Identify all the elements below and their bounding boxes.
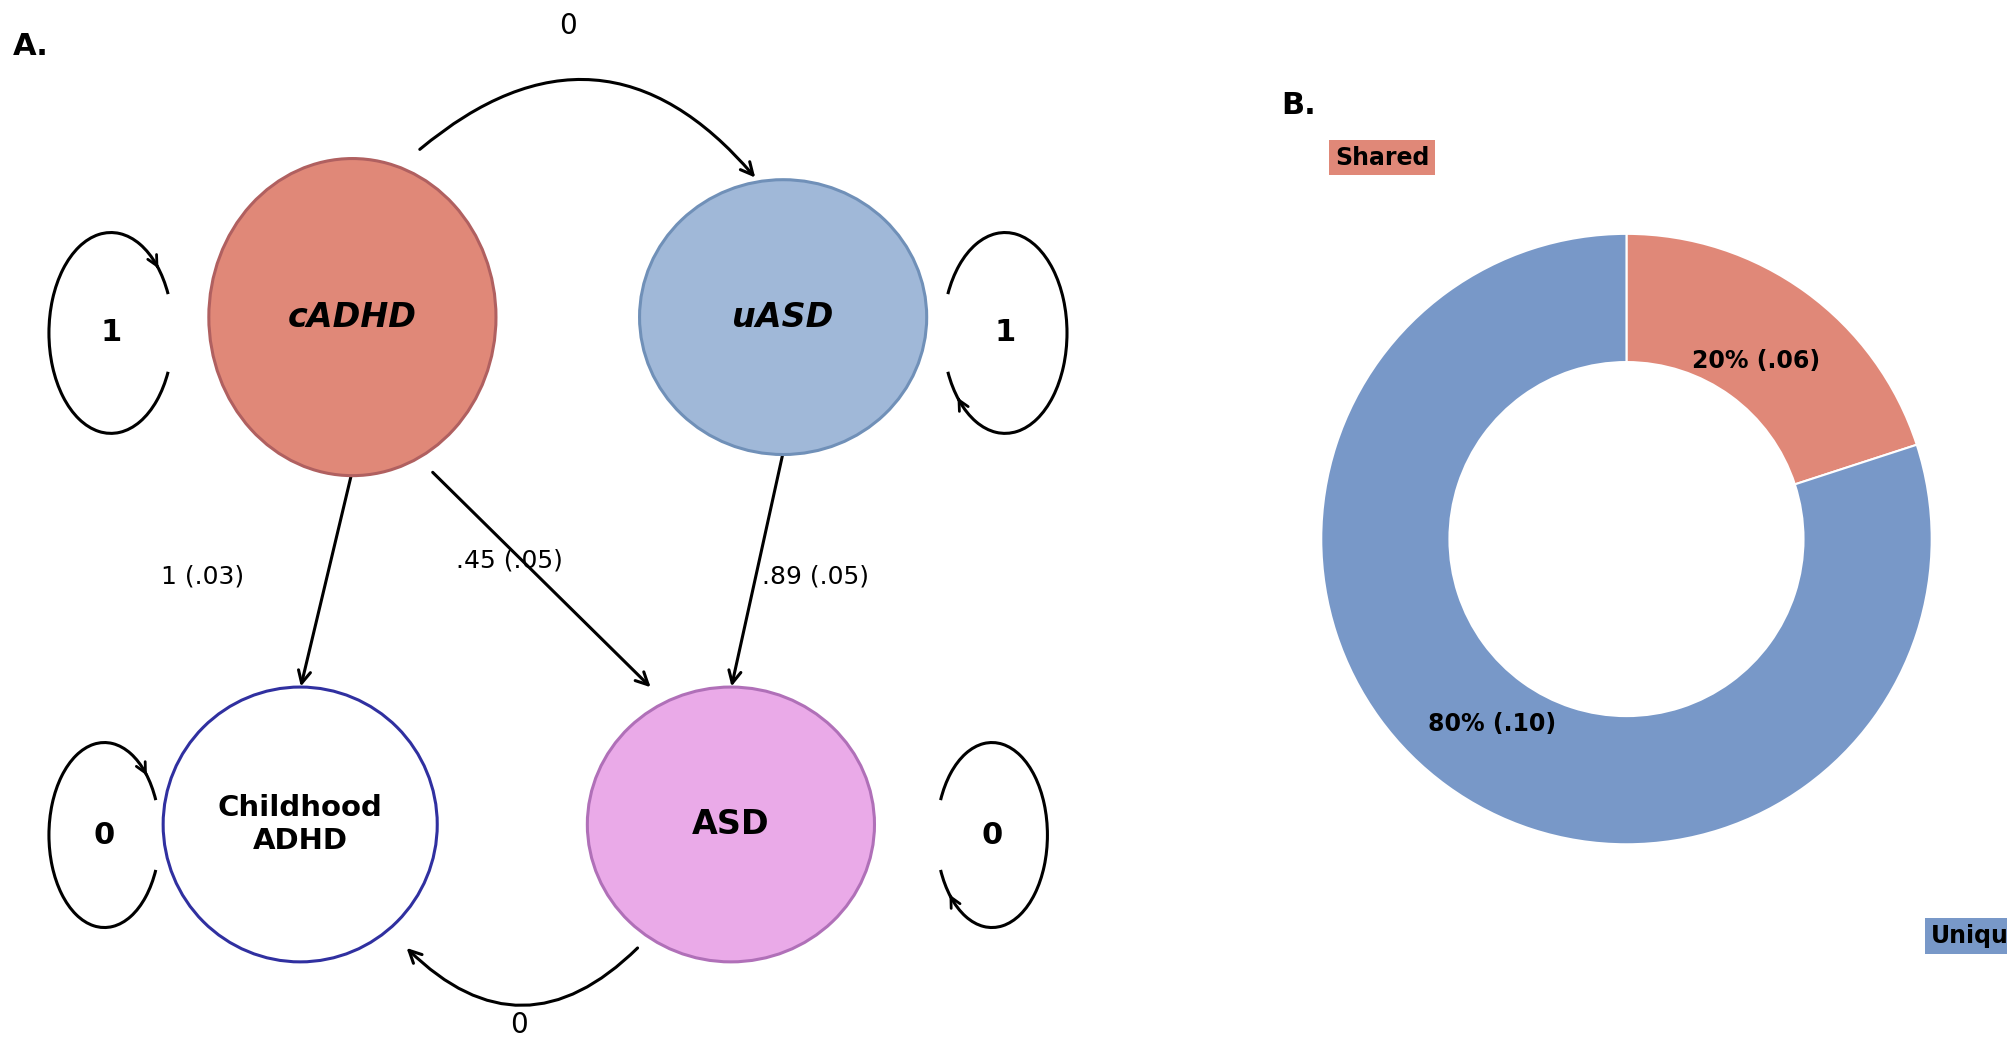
Text: B.: B.: [1280, 91, 1315, 120]
Ellipse shape: [163, 687, 438, 962]
Text: 0: 0: [510, 1012, 528, 1039]
Text: A.: A.: [14, 32, 48, 60]
Text: ASD: ASD: [692, 808, 769, 841]
Wedge shape: [1626, 234, 1917, 484]
Text: 0: 0: [981, 820, 1001, 850]
Ellipse shape: [588, 687, 875, 962]
Text: 1: 1: [993, 318, 1016, 348]
Text: Childhood
ADHD: Childhood ADHD: [217, 794, 383, 855]
Text: uASD: uASD: [733, 300, 833, 334]
Text: Shared: Shared: [1335, 146, 1429, 169]
Text: 0: 0: [94, 820, 114, 850]
Ellipse shape: [638, 180, 927, 455]
Ellipse shape: [209, 159, 496, 476]
Text: .89 (.05): .89 (.05): [763, 564, 869, 588]
Text: 20% (.06): 20% (.06): [1690, 349, 1818, 373]
Text: .45 (.05): .45 (.05): [456, 549, 562, 572]
Text: 0: 0: [558, 13, 576, 40]
Text: 80% (.10): 80% (.10): [1427, 712, 1555, 737]
Text: Unique: Unique: [1929, 924, 2007, 948]
Text: cADHD: cADHD: [287, 300, 417, 334]
Text: 1: 1: [100, 318, 122, 348]
Text: 1 (.03): 1 (.03): [161, 564, 243, 588]
Wedge shape: [1321, 234, 1931, 845]
